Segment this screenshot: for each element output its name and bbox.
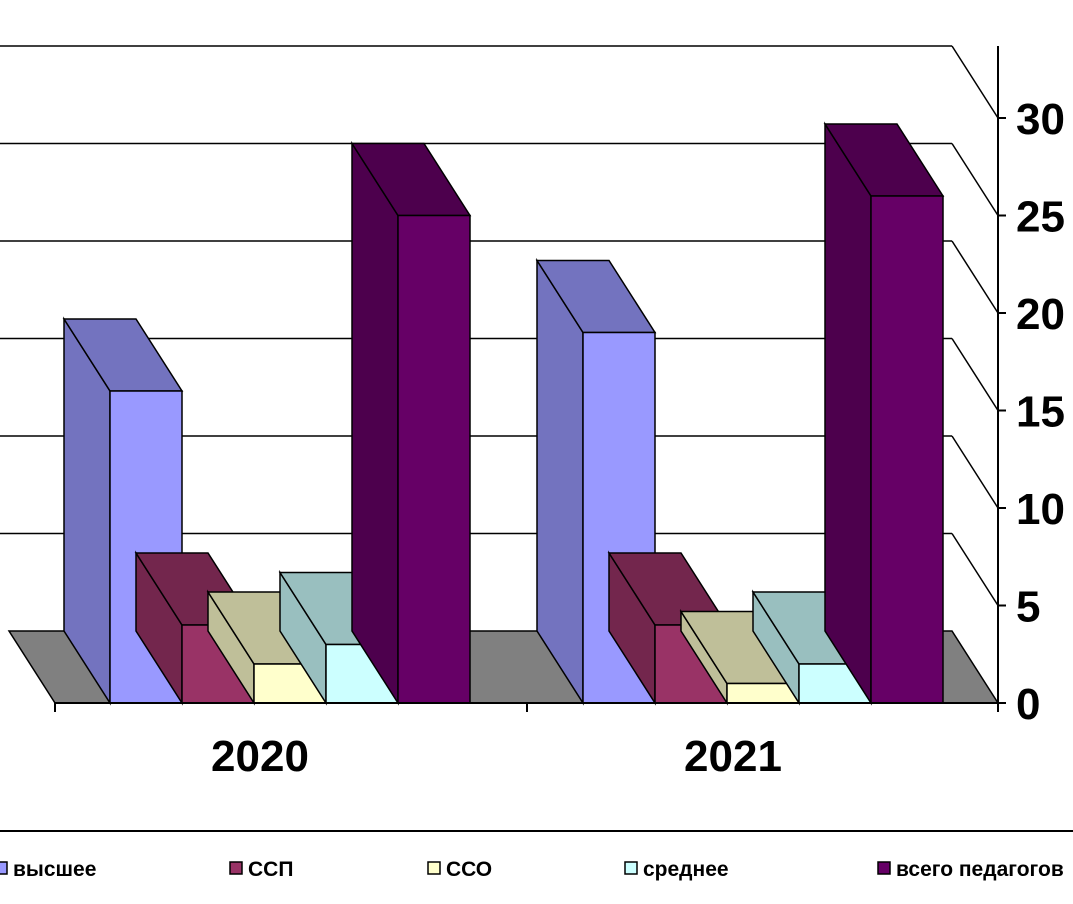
y-tick-label: 25 bbox=[1016, 193, 1065, 242]
gridline-side bbox=[951, 435, 999, 509]
legend-swatch bbox=[877, 861, 891, 875]
legend-swatch bbox=[0, 861, 8, 875]
legend-item: ССО bbox=[427, 858, 492, 881]
gridline-side bbox=[951, 45, 999, 119]
legend-label: всего педагогов bbox=[896, 858, 1064, 881]
category-label: 2020 bbox=[211, 732, 309, 781]
bar bbox=[823, 121, 945, 706]
bar bbox=[62, 316, 184, 706]
bar-front bbox=[397, 214, 471, 704]
category-label: 2021 bbox=[684, 732, 782, 781]
gridline-side bbox=[951, 240, 999, 314]
y-tick-label: 0 bbox=[1016, 680, 1040, 729]
legend-swatch bbox=[427, 861, 441, 875]
bars bbox=[62, 121, 945, 706]
legend-swatch bbox=[624, 861, 638, 875]
gridline-side bbox=[951, 533, 999, 606]
y-tick-label: 30 bbox=[1016, 95, 1065, 144]
legend-swatch bbox=[229, 861, 243, 875]
bar-side bbox=[536, 257, 584, 706]
legend-label: высшее bbox=[13, 858, 96, 881]
value-axis: 0 5 10 15 20 25 30 bbox=[997, 46, 1065, 729]
legend-item: высшее bbox=[0, 858, 96, 881]
bar-front bbox=[870, 195, 944, 704]
category-axis: 2020 2021 bbox=[54, 702, 999, 781]
legend-item: ССП bbox=[229, 858, 293, 881]
legend: высшее ССП ССО среднее всего педагогов bbox=[0, 830, 1073, 881]
legend-item: среднее bbox=[624, 858, 729, 881]
gridline-side bbox=[951, 338, 999, 411]
gridline-side bbox=[951, 143, 999, 216]
y-tick-label: 15 bbox=[1016, 388, 1065, 437]
y-tick-label: 10 bbox=[1016, 485, 1065, 534]
legend-label: ССП bbox=[248, 858, 293, 881]
legend-label: среднее bbox=[643, 858, 729, 881]
bar-side bbox=[824, 121, 872, 706]
legend-item: всего педагогов bbox=[877, 858, 1064, 881]
bar bbox=[350, 140, 472, 706]
y-tick-label: 5 bbox=[1016, 583, 1040, 632]
bar-front bbox=[109, 390, 183, 704]
bar bbox=[679, 608, 801, 706]
y-tick-label: 20 bbox=[1016, 290, 1065, 339]
legend-label: ССО bbox=[446, 858, 492, 881]
bar-side bbox=[351, 140, 399, 706]
gridlines bbox=[0, 45, 999, 606]
